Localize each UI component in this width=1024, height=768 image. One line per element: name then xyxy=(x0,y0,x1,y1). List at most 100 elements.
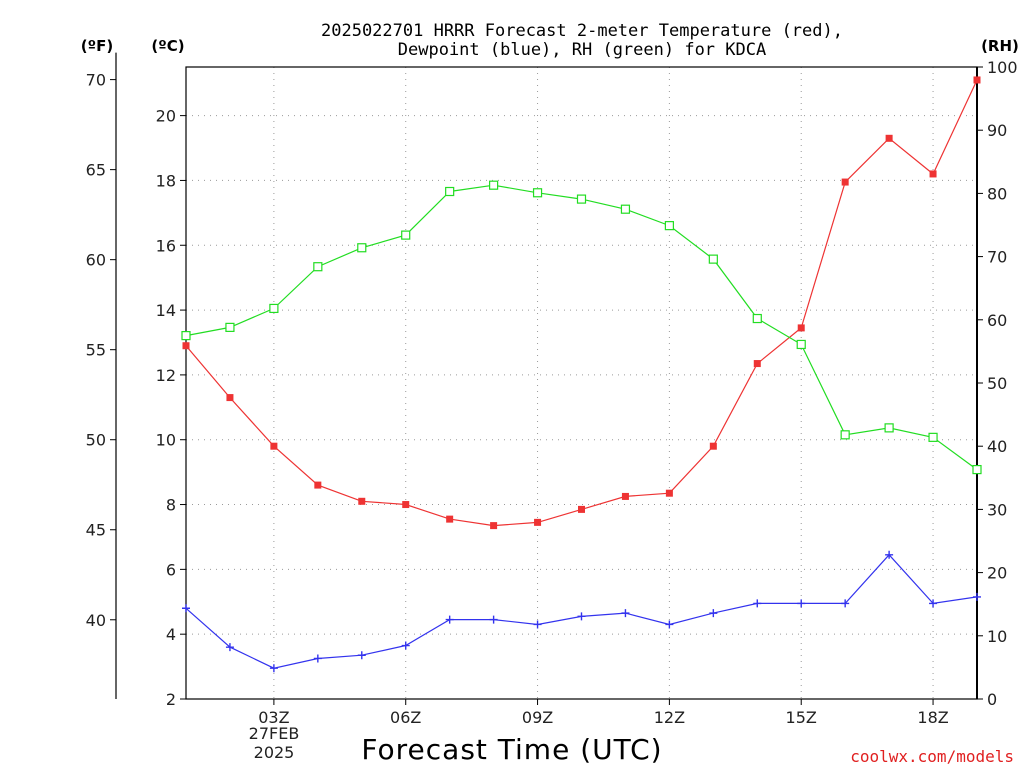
dewpoint-point xyxy=(269,664,278,673)
credit-link[interactable]: coolwx.com/models xyxy=(850,747,1014,766)
dewpoint-point xyxy=(577,612,586,621)
temperature-point xyxy=(270,442,278,450)
x-tick-label: 03Z xyxy=(258,708,289,727)
temperature-point xyxy=(490,522,498,530)
series-layer xyxy=(181,76,982,673)
dewpoint-point xyxy=(533,620,542,629)
celsius-tick-label: 12 xyxy=(156,366,176,385)
celsius-tick-label: 14 xyxy=(156,301,176,320)
dewpoint-point xyxy=(929,599,938,608)
rh-point xyxy=(357,243,367,253)
dewpoint-point xyxy=(313,654,322,663)
rh-point xyxy=(532,188,543,198)
temperature-point xyxy=(578,505,585,513)
temperature-point xyxy=(621,492,629,500)
rh-point xyxy=(181,331,191,341)
rh-point xyxy=(884,423,894,433)
temperature-point xyxy=(797,324,805,332)
dewpoint-point xyxy=(445,615,454,624)
rh-point xyxy=(752,313,762,324)
date-label-day: 27FEB xyxy=(249,724,300,743)
rh-point xyxy=(576,194,587,204)
celsius-unit-label: (ºC) xyxy=(151,37,184,55)
celsius-tick-label: 16 xyxy=(156,236,176,255)
rh-point xyxy=(445,186,455,197)
dewpoint-point xyxy=(973,592,981,601)
temperature-point xyxy=(314,481,322,489)
rh-tick-label: 10 xyxy=(987,627,1007,646)
dewpoint-point xyxy=(489,615,498,624)
rh-tick-label: 30 xyxy=(987,500,1007,519)
x-tick-label: 12Z xyxy=(654,708,685,727)
celsius-tick-label: 4 xyxy=(166,625,176,644)
fahrenheit-tick-label: 70 xyxy=(86,71,106,90)
temperature-point xyxy=(446,515,454,523)
temperature-point xyxy=(665,489,673,497)
fahrenheit-tick-label: 60 xyxy=(86,251,106,270)
temperature-point xyxy=(534,518,542,526)
dewpoint-point xyxy=(753,599,762,608)
chart-title-line-2: Dewpoint (blue), RH (green) for KDCA xyxy=(398,40,766,60)
rh-point xyxy=(225,322,235,332)
rh-point xyxy=(313,262,323,272)
rh-tick-label: 40 xyxy=(987,437,1007,456)
x-tick-label: 06Z xyxy=(390,708,421,727)
rh-point xyxy=(972,464,982,475)
fahrenheit-tick-label: 55 xyxy=(86,341,106,360)
temperature-point xyxy=(841,178,849,186)
dewpoint-point xyxy=(665,620,674,629)
rh-point xyxy=(840,430,850,440)
rh-point xyxy=(796,339,806,350)
celsius-tick-label: 18 xyxy=(156,171,176,190)
fahrenheit-tick-label: 40 xyxy=(86,611,106,630)
x-axis-label: Forecast Time (UTC) xyxy=(361,733,662,766)
rh-point xyxy=(708,254,718,264)
fahrenheit-tick-label: 50 xyxy=(86,431,106,450)
dewpoint-point xyxy=(841,599,850,608)
celsius-tick-label: 2 xyxy=(166,690,176,709)
temperature-point xyxy=(753,360,761,368)
axes: 2 4 6 8 10 12 14 16 18 20 40 45 50 55 60 65 70 0 10 20 30 40 5… xyxy=(86,52,1018,727)
rh-tick-label: 50 xyxy=(987,374,1007,393)
dewpoint-line xyxy=(185,553,978,669)
dewpoint-point xyxy=(357,651,366,660)
rh-point xyxy=(401,230,411,240)
temperature-point xyxy=(226,394,234,402)
dewpoint-point xyxy=(621,609,630,618)
rh-tick-label: 100 xyxy=(987,58,1018,77)
rh-line xyxy=(185,184,978,471)
fahrenheit-tick-label: 45 xyxy=(86,521,106,540)
dewpoint-point xyxy=(885,550,894,559)
temperature-point xyxy=(885,134,893,142)
dewpoint-point xyxy=(225,643,234,652)
temperature-point xyxy=(182,342,190,350)
temperature-point xyxy=(709,442,717,450)
temperature-point xyxy=(929,170,937,178)
temperature-line xyxy=(185,79,978,527)
fahrenheit-tick-label: 65 xyxy=(86,161,106,180)
rh-tick-label: 70 xyxy=(987,248,1007,267)
rh-tick-label: 20 xyxy=(987,564,1007,583)
rh-point xyxy=(620,204,631,214)
celsius-tick-label: 20 xyxy=(156,107,176,126)
dewpoint-point xyxy=(709,609,718,618)
rh-point xyxy=(489,180,499,190)
rh-unit-label: (RH) xyxy=(981,37,1019,55)
celsius-tick-label: 10 xyxy=(156,431,176,450)
x-tick-label: 18Z xyxy=(917,708,948,727)
celsius-tick-label: 8 xyxy=(166,496,176,515)
x-tick-label: 15Z xyxy=(786,708,817,727)
rh-tick-label: 90 xyxy=(987,121,1007,140)
rh-point xyxy=(269,303,279,314)
temperature-point xyxy=(973,76,981,84)
date-label-year: 2025 xyxy=(254,743,295,762)
dewpoint-point xyxy=(182,604,190,613)
dewpoint-point xyxy=(797,599,806,608)
celsius-tick-label: 6 xyxy=(166,560,176,579)
gridlines xyxy=(186,67,977,699)
rh-tick-label: 80 xyxy=(987,184,1007,203)
temperature-point xyxy=(402,501,410,509)
temperature-point xyxy=(358,497,366,505)
dewpoint-point xyxy=(401,641,410,650)
